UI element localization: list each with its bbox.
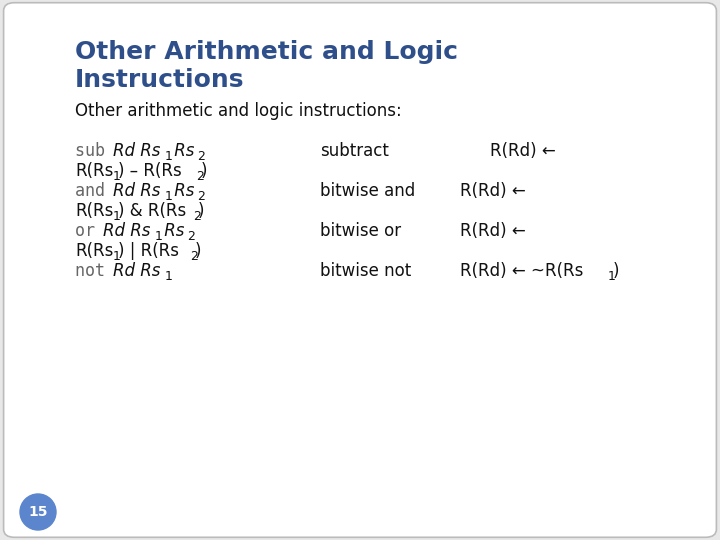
Text: 1: 1 — [608, 270, 616, 283]
Text: ): ) — [195, 242, 202, 260]
Text: 2: 2 — [197, 150, 205, 163]
Text: 15: 15 — [28, 505, 48, 519]
Text: ) & R(Rs: ) & R(Rs — [118, 202, 186, 220]
Text: 1: 1 — [113, 210, 121, 223]
Text: subtract: subtract — [320, 142, 389, 160]
Text: bitwise or: bitwise or — [320, 222, 401, 240]
Text: R(Rd) ←: R(Rd) ← — [490, 142, 556, 160]
Text: Rs: Rs — [159, 222, 184, 240]
Text: Rd Rs: Rd Rs — [113, 182, 161, 200]
Text: Rd Rs: Rd Rs — [103, 222, 150, 240]
Text: 2: 2 — [197, 190, 205, 203]
Text: R(Rs: R(Rs — [75, 242, 113, 260]
Text: Other arithmetic and logic instructions:: Other arithmetic and logic instructions: — [75, 102, 402, 120]
Text: Rd Rs: Rd Rs — [113, 262, 161, 280]
Text: bitwise and: bitwise and — [320, 182, 415, 200]
Text: 1: 1 — [165, 270, 173, 283]
Text: sub: sub — [75, 142, 115, 160]
Text: R(Rs: R(Rs — [75, 162, 113, 180]
Text: 2: 2 — [193, 210, 201, 223]
Text: R(Rd) ←: R(Rd) ← — [460, 222, 526, 240]
Text: Rs: Rs — [169, 142, 194, 160]
Text: bitwise not: bitwise not — [320, 262, 411, 280]
Text: 2: 2 — [190, 250, 198, 263]
Text: and: and — [75, 182, 115, 200]
Text: or: or — [75, 222, 105, 240]
Text: 1: 1 — [113, 250, 121, 263]
Text: R(Rs: R(Rs — [75, 202, 113, 220]
Text: Rd Rs: Rd Rs — [113, 142, 161, 160]
Text: 1: 1 — [165, 190, 173, 203]
Text: 1: 1 — [155, 230, 163, 243]
Text: ): ) — [201, 162, 207, 180]
Circle shape — [20, 494, 56, 530]
Text: 1: 1 — [165, 150, 173, 163]
Text: not: not — [75, 262, 115, 280]
Text: R(Rd) ←: R(Rd) ← — [460, 182, 526, 200]
Text: ) – R(Rs: ) – R(Rs — [118, 162, 181, 180]
Text: ): ) — [198, 202, 204, 220]
Text: 2: 2 — [196, 170, 204, 183]
Text: 2: 2 — [187, 230, 195, 243]
Text: 1: 1 — [113, 170, 121, 183]
Text: ): ) — [613, 262, 619, 280]
Text: ) | R(Rs: ) | R(Rs — [118, 242, 179, 260]
Text: R(Rd) ← ~R(Rs: R(Rd) ← ~R(Rs — [460, 262, 583, 280]
Text: Rs: Rs — [169, 182, 194, 200]
Text: Instructions: Instructions — [75, 68, 245, 92]
Text: Other Arithmetic and Logic: Other Arithmetic and Logic — [75, 40, 458, 64]
